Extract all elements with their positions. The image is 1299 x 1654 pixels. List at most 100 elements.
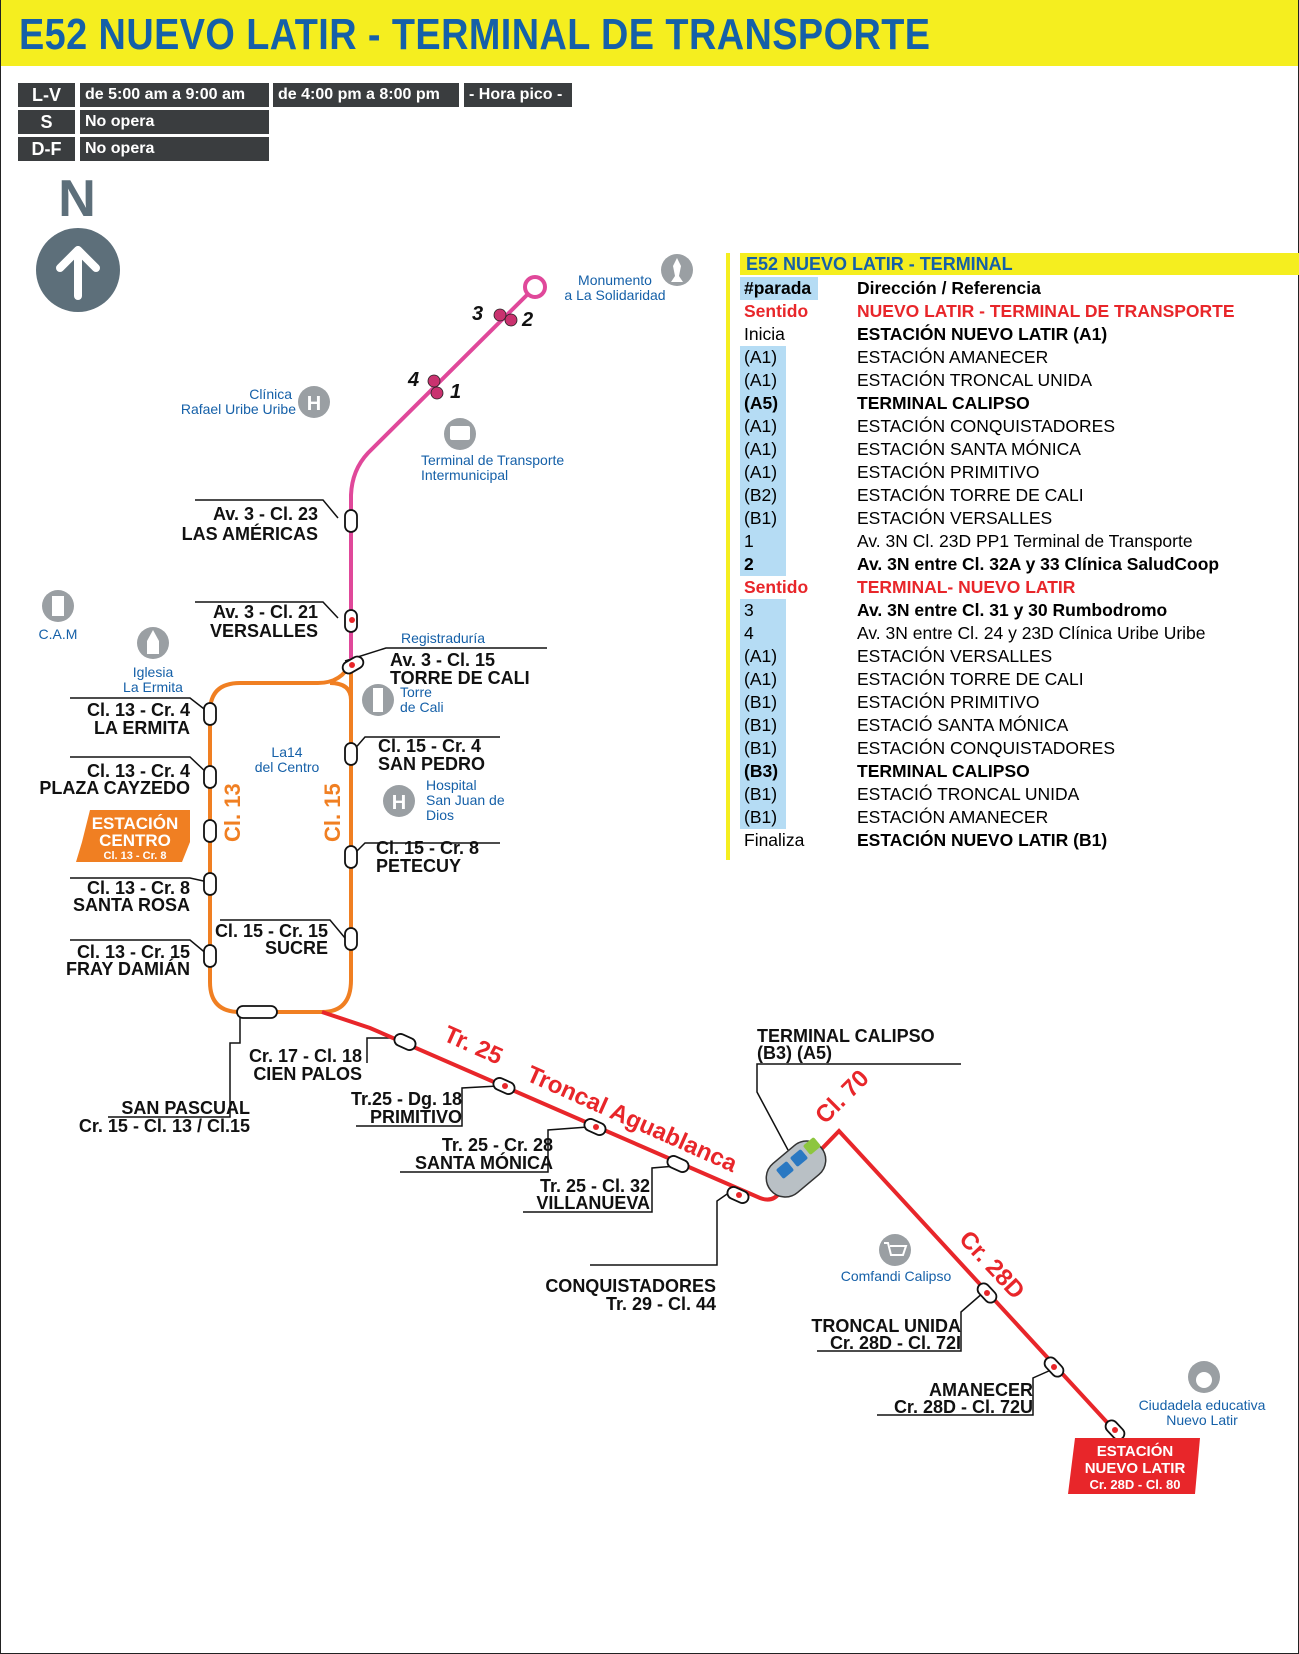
legend-row-code: (A1)	[740, 346, 786, 369]
svg-text:Cl. 13 - Cr. 8: Cl. 13 - Cr. 8	[104, 850, 167, 862]
poi-iglesia-line2: La Ermita	[123, 679, 183, 695]
street-label-troncal: Troncal Aguablanca	[523, 1061, 742, 1178]
legend-row-code: Inicia	[744, 324, 785, 344]
schedule-day-holiday: D-F	[18, 137, 75, 161]
pink-stop-4	[427, 374, 441, 388]
route-terminus-marker	[523, 275, 547, 299]
red-route	[321, 1010, 1117, 1433]
stop-santa-rosa-marker	[203, 872, 217, 896]
poi-clinica-line2: Rafael Uribe Uribe	[181, 401, 296, 417]
svg-text:Cr. 28D - Cl. 80: Cr. 28D - Cl. 80	[1089, 1477, 1180, 1492]
stop-santa-rosa-address: Cl. 13 - Cr. 8	[87, 878, 190, 898]
stop-villanueva-marker	[666, 1155, 690, 1173]
legend-row-desc: TERMINAL CALIPSO	[857, 393, 1030, 413]
legend-header-code: #parada	[740, 277, 818, 300]
legend-row-code: (B1)	[740, 737, 786, 760]
stop-villanueva-address: Tr. 25 - Cl. 32	[540, 1176, 650, 1196]
stop-la-ermita-marker	[203, 702, 217, 726]
apple-icon	[1188, 1361, 1220, 1393]
legend-row-code: (A5)	[740, 392, 786, 415]
stop-sucre-marker	[344, 927, 358, 951]
stop-sucre-address: Cl. 15 - Cr. 15	[215, 921, 328, 941]
legend-row-code: (B3)	[740, 760, 786, 783]
stop-san-pascual-address: Cr. 15 - Cl. 13 / Cl.15	[79, 1116, 250, 1136]
schedule-saturday-status: No opera	[80, 110, 269, 134]
legend-row-code: (B1)	[740, 714, 786, 737]
bus-terminal-icon	[444, 418, 476, 450]
legend-row-code: 2	[740, 553, 786, 576]
stop-la-ermita-name: LA ERMITA	[94, 718, 190, 738]
legend-row-code: (B1)	[740, 783, 786, 806]
stop-santa-monica-address: Tr. 25 - Cr. 28	[442, 1135, 553, 1155]
poi-clinica-line1: Clínica	[249, 386, 292, 402]
pink-stop-1	[430, 386, 444, 400]
route-title: E52 NUEVO LATIR - TERMINAL DE TRANSPORTE	[19, 10, 931, 59]
legend-title: E52 NUEVO LATIR - TERMINAL	[740, 253, 1299, 275]
legend-row-desc: ESTACIÓN TRONCAL UNIDA	[857, 370, 1092, 390]
legend-row-code: (B1)	[740, 507, 786, 530]
legend-row-desc: ESTACIÓN CONQUISTADORES	[857, 416, 1115, 436]
stop-troncal-unida-name: TRONCAL UNIDA	[811, 1316, 961, 1336]
legend-row-desc: ESTACIÓN VERSALLES	[857, 508, 1053, 528]
station-centro: ESTACIÓN CENTRO Cl. 13 - Cr. 8	[76, 810, 190, 862]
schedule-holiday-status: No opera	[80, 137, 269, 161]
north-label: N	[58, 170, 96, 228]
poi-icons: H H	[42, 254, 1220, 1393]
stop-petecuy-marker	[344, 845, 358, 869]
legend-row-desc: ESTACIÓN PRIMITIVO	[857, 692, 1040, 712]
stop-san-pedro-name: SAN PEDRO	[378, 754, 485, 774]
poi-torre-line2: de Cali	[400, 699, 444, 715]
stop-torre-cali-name: TORRE DE CALI	[390, 668, 530, 688]
stop-san-pedro-address: Cl. 15 - Cr. 4	[378, 736, 481, 756]
schedule-day-weekdays: L-V	[18, 83, 75, 107]
stop-torre-cali-address: Av. 3 - Cl. 15	[390, 650, 495, 670]
legend-row-code: (B1)	[740, 691, 786, 714]
pink-stop-1-label: 1	[450, 381, 461, 403]
poi-terminal-line1: Terminal de Transporte	[421, 452, 564, 468]
legend-row-desc: Av. 3N entre Cl. 31 y 30 Rumbodromo	[857, 600, 1168, 620]
pink-stop-2	[504, 313, 518, 327]
poi-cam-label: C.A.M	[39, 626, 78, 642]
legend-row-code: (A1)	[740, 369, 786, 392]
legend-bar	[726, 253, 730, 860]
legend-row-desc: ESTACIÓN AMANECER	[857, 807, 1049, 827]
stop-san-pedro-marker	[344, 742, 358, 766]
monument-icon	[661, 254, 693, 286]
stop-fray-damian-marker	[203, 944, 217, 968]
legend-row-code: (B2)	[740, 484, 786, 507]
title-bar: E52 NUEVO LATIR - TERMINAL DE TRANSPORTE	[1, 0, 1298, 66]
schedule-slot-evening: de 4:00 pm a 8:00 pm	[273, 83, 459, 107]
legend-row-desc: ESTACIÓN PRIMITIVO	[857, 462, 1040, 482]
legend-row-desc: TERMINAL- NUEVO LATIR	[857, 577, 1076, 597]
legend-row-code: (A1)	[740, 461, 786, 484]
legend-row-desc: ESTACIÓN CONQUISTADORES	[857, 738, 1115, 758]
poi-hospital-line3: Dios	[426, 807, 454, 823]
poi-hospital-line2: San Juan de	[426, 792, 505, 808]
stop-centro-marker	[203, 819, 217, 843]
legend-row-code: 3	[740, 599, 786, 622]
legend-row-desc: ESTACIÓN SANTA MÓNICA	[857, 439, 1081, 459]
legend-row-desc: TERMINAL CALIPSO	[857, 761, 1030, 781]
stop-primitivo-address: Tr.25 - Dg. 18	[351, 1089, 462, 1109]
svg-text:NUEVO LATIR: NUEVO LATIR	[1085, 1460, 1186, 1477]
stop-fray-damian-address: Cl. 13 - Cr. 15	[77, 942, 190, 962]
poi-monumento-line2: a La Solidaridad	[564, 287, 665, 303]
poi-terminal-line2: Intermunicipal	[421, 467, 508, 483]
stop-red-dots	[349, 617, 1118, 1433]
stop-calipso-name: TERMINAL CALIPSO	[757, 1026, 935, 1046]
stop-villanueva-name: VILLANUEVA	[536, 1193, 650, 1213]
stop-san-pascual-name: SAN PASCUAL	[121, 1098, 250, 1118]
tower-icon	[362, 684, 394, 716]
legend-row-desc: ESTACIÓ SANTA MÓNICA	[857, 715, 1069, 735]
legend-row-code: (A1)	[740, 415, 786, 438]
terminal-calipso-bus-icon	[765, 1137, 827, 1198]
stop-cien-palos-marker	[393, 1033, 417, 1051]
stop-santa-monica-name: SANTA MÓNICA	[415, 1152, 553, 1173]
legend-row-code: (A1)	[740, 645, 786, 668]
legend-header-desc: Dirección / Referencia	[857, 278, 1041, 298]
street-label-cl70: Cl. 70	[810, 1065, 874, 1129]
stop-troncal-unida-address: Cr. 28D - Cl. 72I	[830, 1333, 961, 1353]
poi-ciudadela-line1: Ciudadela educativa	[1139, 1397, 1266, 1413]
stop-conquistadores-address: Tr. 29 - Cl. 44	[606, 1294, 716, 1314]
